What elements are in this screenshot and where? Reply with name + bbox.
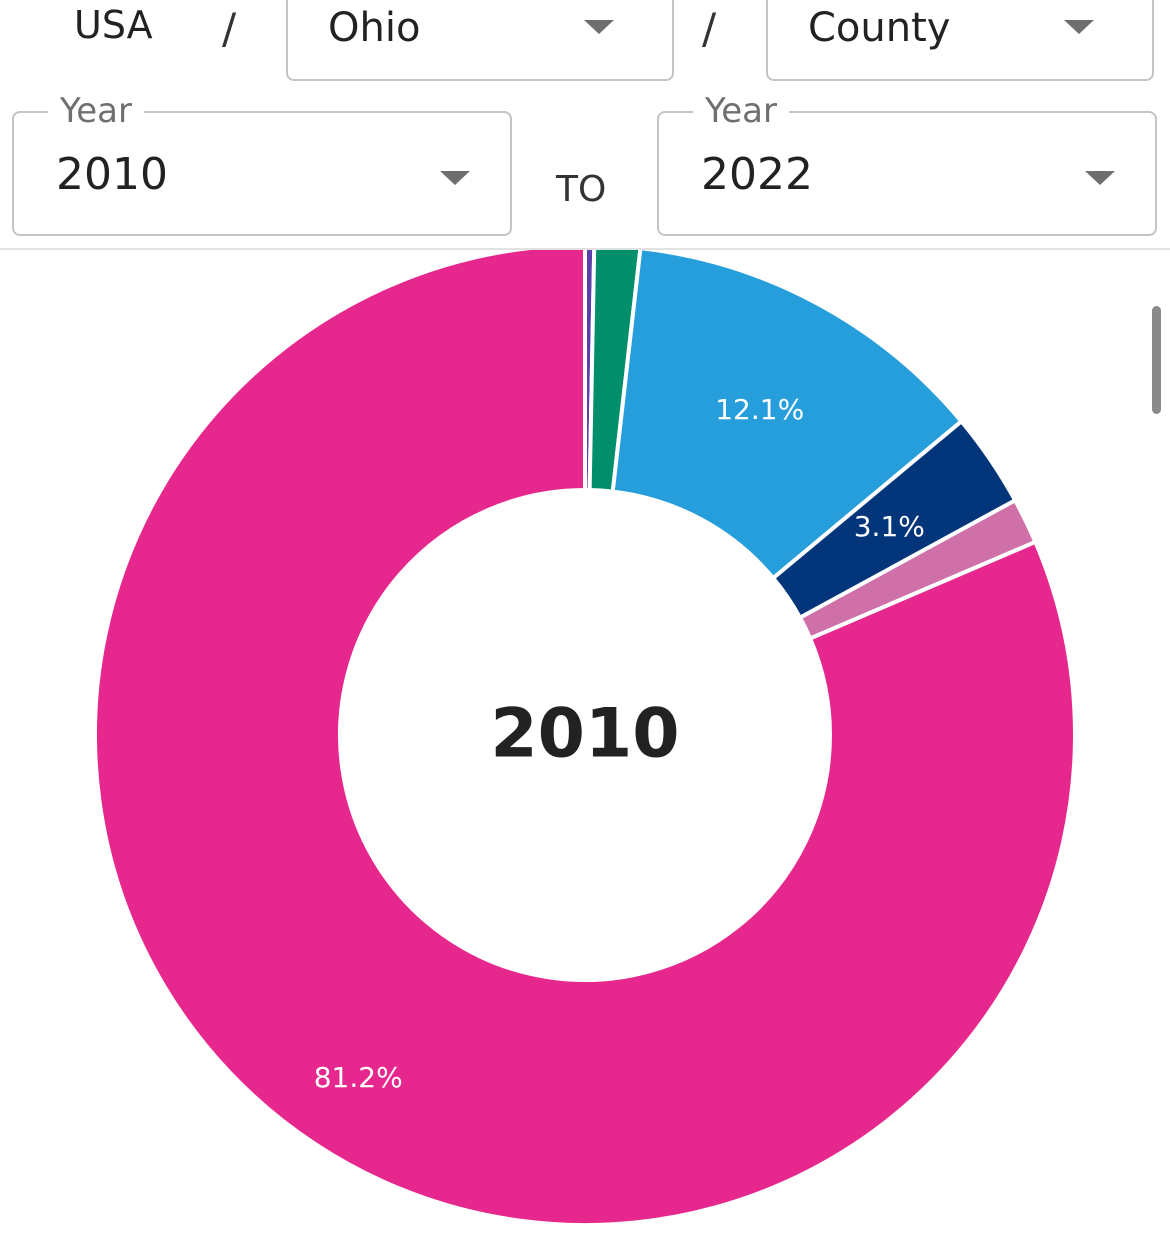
to-year-label: Year: [693, 92, 789, 131]
slice-data-label: 12.1%: [715, 393, 804, 426]
state-select[interactable]: Ohio: [286, 0, 674, 81]
state-select-value: Ohio: [328, 5, 421, 51]
range-to-label: TO: [556, 169, 607, 210]
donut-slice-6[interactable]: [93, 250, 1077, 1227]
scrollbar-thumb[interactable]: [1152, 306, 1161, 414]
donut-slice-3[interactable]: [610, 250, 964, 581]
breadcrumb-separator: /: [702, 4, 717, 53]
section-divider: [0, 248, 1170, 250]
donut-center-year: 2010: [490, 695, 679, 774]
from-year-value: 2010: [56, 149, 168, 200]
slice-data-label: 3.1%: [854, 510, 925, 543]
from-year-label: Year: [48, 92, 144, 131]
to-year-value: 2022: [701, 149, 813, 200]
from-year-select[interactable]: Year 2010: [12, 92, 512, 236]
county-select-value: County: [808, 5, 951, 51]
slice-data-label: 81.2%: [314, 1061, 403, 1094]
breadcrumb-separator: /: [222, 4, 237, 53]
country-label[interactable]: USA: [74, 3, 153, 47]
donut-chart: 12.1% 3.1% 81.2% 2010: [93, 250, 1077, 1227]
chevron-down-icon: [1064, 20, 1094, 34]
county-select[interactable]: County: [766, 0, 1154, 81]
chevron-down-icon: [440, 171, 470, 185]
chevron-down-icon: [1085, 171, 1115, 185]
to-year-select[interactable]: Year 2022: [657, 92, 1157, 236]
chevron-down-icon: [584, 20, 614, 34]
